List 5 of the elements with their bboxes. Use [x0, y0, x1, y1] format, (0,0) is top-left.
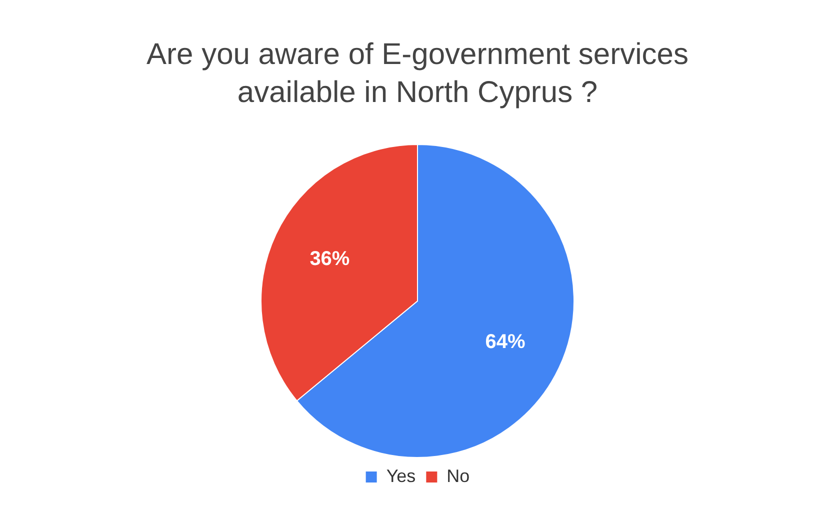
chart-title: Are you aware of E-government services available in North Cyprus ? [146, 37, 690, 111]
legend-label: No [446, 466, 470, 486]
data-label: 36% [310, 248, 350, 270]
legend-label: Yes [386, 466, 416, 486]
data-label: 64% [485, 330, 526, 353]
